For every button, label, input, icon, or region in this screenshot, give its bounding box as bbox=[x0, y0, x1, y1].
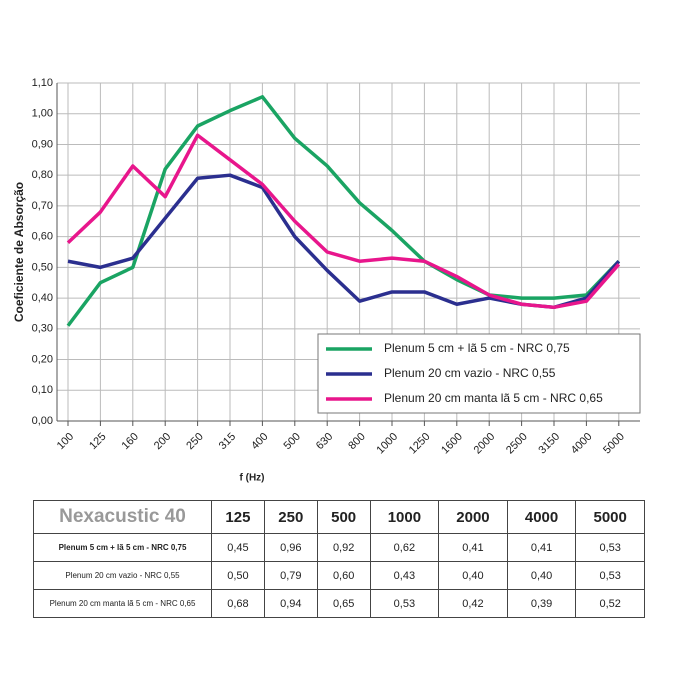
table-cell: 0,92 bbox=[316, 533, 371, 562]
series-line bbox=[66, 95, 621, 327]
y-tick-label: 0,40 bbox=[32, 292, 53, 304]
table-cell: 0,45 bbox=[211, 533, 265, 562]
table-cell: 250 bbox=[263, 500, 318, 534]
x-tick-label: 1600 bbox=[439, 431, 465, 457]
x-tick-label: 100 bbox=[55, 431, 76, 452]
y-tick-label: 0,50 bbox=[32, 261, 53, 273]
y-tick-label: 0,10 bbox=[32, 384, 53, 396]
y-tick-label: 0,60 bbox=[32, 231, 53, 243]
legend-label: Plenum 20 cm vazio - NRC 0,55 bbox=[384, 366, 556, 380]
series-line bbox=[67, 173, 621, 310]
chart: Coeficiente de Absorção f (Hz) 100 125 160… bbox=[12, 77, 641, 484]
y-tick-label: 0,70 bbox=[32, 200, 53, 212]
table-cell: 0,41 bbox=[438, 533, 508, 562]
table-cell: 2000 bbox=[438, 500, 508, 534]
table-row: Plenum 5 cm + lã 5 cm - NRC 0,75 0,45 0,96… bbox=[33, 533, 645, 562]
x-tick-label: 1250 bbox=[407, 431, 433, 457]
x-tick-label: 1000 bbox=[374, 431, 400, 457]
y-tick-label: 0,20 bbox=[32, 353, 53, 365]
x-tick-label: 500 bbox=[282, 431, 303, 452]
table-cell: 0,40 bbox=[506, 561, 577, 590]
y-tick-label: 0,30 bbox=[32, 323, 53, 335]
x-tick-label: 315 bbox=[217, 431, 238, 452]
series-line bbox=[66, 133, 621, 310]
table-cell: 0,53 bbox=[369, 589, 440, 618]
table-cell: 0,65 bbox=[316, 589, 371, 618]
table-row: Plenum 20 cm manta lã 5 cm - NRC 0,65 0,6… bbox=[33, 589, 645, 618]
x-tick-label: 400 bbox=[249, 431, 270, 452]
table-cell: 500 bbox=[316, 500, 371, 534]
table-cell: Plenum 5 cm + lã 5 cm - NRC 0,75 bbox=[33, 533, 212, 562]
x-tick-label: 125 bbox=[87, 431, 108, 452]
table-cell: 0,60 bbox=[316, 561, 371, 590]
table-cell: 0,50 bbox=[211, 561, 265, 590]
x-tick-label: 250 bbox=[184, 431, 205, 452]
y-tick-label: 0,90 bbox=[32, 138, 53, 150]
table-cell: 1000 bbox=[369, 500, 440, 534]
legend-label: Plenum 5 cm + lã 5 cm - NRC 0,75 bbox=[384, 341, 570, 355]
table-row: Plenum 20 cm vazio - NRC 0,55 0,50 0,79 0,6… bbox=[33, 561, 645, 590]
table-cell: 0,53 bbox=[575, 561, 645, 590]
table-cell: 0,53 bbox=[575, 533, 645, 562]
table-cell: 0,40 bbox=[438, 561, 508, 590]
data-table: Nexacustic 40 125 250 500 1000 2000 4000 5000 Pl… bbox=[33, 500, 645, 618]
x-tick-label: 4000 bbox=[569, 431, 595, 457]
table-cell: Nexacustic 40 bbox=[33, 500, 212, 534]
table-cell: 0,52 bbox=[575, 589, 645, 618]
x-tick-label: 2500 bbox=[504, 431, 530, 457]
table-cell: 0,79 bbox=[263, 561, 318, 590]
table-cell: 0,68 bbox=[211, 589, 265, 618]
x-tick-label: 160 bbox=[120, 431, 141, 452]
x-tick-label: 3150 bbox=[536, 431, 562, 457]
table-cell: 0,94 bbox=[263, 589, 318, 618]
x-axis-label: f (Hz) bbox=[240, 473, 265, 484]
table-cell: 0,96 bbox=[263, 533, 318, 562]
table-cell: Plenum 20 cm vazio - NRC 0,55 bbox=[33, 561, 212, 590]
table-cell: 5000 bbox=[575, 500, 645, 534]
y-tick-label: 1,10 bbox=[32, 77, 53, 89]
y-tick-label: 1,00 bbox=[32, 108, 53, 120]
table-row: Nexacustic 40 125 250 500 1000 2000 4000 5000 bbox=[33, 500, 645, 534]
y-tick-label: 0,80 bbox=[32, 169, 53, 181]
table-cell: 4000 bbox=[506, 500, 577, 534]
x-tick-label: 630 bbox=[314, 431, 335, 452]
table-cell: 0,43 bbox=[369, 561, 440, 590]
table-cell: Plenum 20 cm manta lã 5 cm - NRC 0,65 bbox=[33, 589, 212, 618]
table-cell: 0,41 bbox=[506, 533, 577, 562]
y-axis-label: Coeficiente de Absorção bbox=[12, 182, 26, 322]
y-tick-label: 0,00 bbox=[32, 415, 53, 427]
table-cell: 125 bbox=[211, 500, 265, 534]
table-cell: 0,62 bbox=[369, 533, 440, 562]
legend-label: Plenum 20 cm manta lã 5 cm - NRC 0,65 bbox=[384, 391, 603, 405]
x-tick-label: 800 bbox=[346, 431, 367, 452]
table-cell: 0,39 bbox=[506, 589, 577, 618]
table-cell: 0,42 bbox=[438, 589, 508, 618]
x-tick-label: 5000 bbox=[601, 431, 627, 457]
x-tick-label: 2000 bbox=[472, 431, 498, 457]
x-tick-label: 200 bbox=[152, 431, 173, 452]
